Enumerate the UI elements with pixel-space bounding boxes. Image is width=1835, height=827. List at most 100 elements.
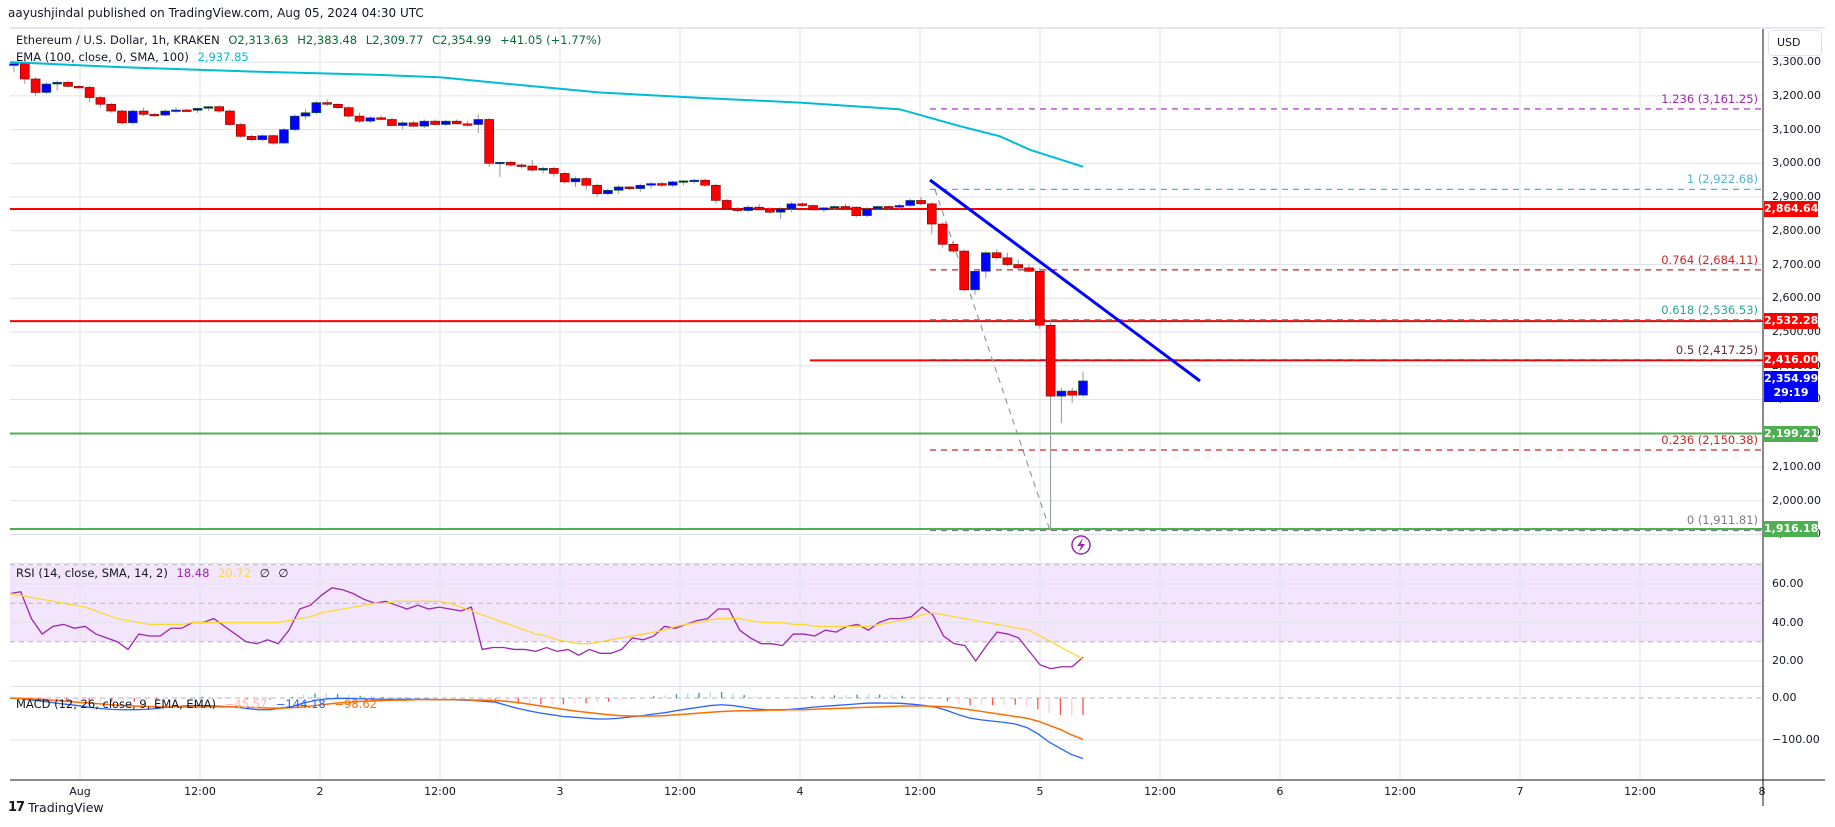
time-axis-tick: 6 bbox=[1276, 785, 1284, 798]
price-axis-tick: 2,600.00 bbox=[1772, 291, 1821, 305]
candle-bull bbox=[473, 119, 484, 125]
candle-bear bbox=[581, 178, 592, 186]
ohlc-low: L2,309.77 bbox=[365, 33, 424, 47]
time-axis-tick: 3 bbox=[556, 785, 564, 798]
macd-legend[interactable]: MACD (12, 26, close, 9, EMA, EMA) −45.57… bbox=[16, 697, 382, 711]
chart-frame[interactable] bbox=[10, 27, 1825, 806]
ema-legend[interactable]: EMA (100, close, 0, SMA, 100) 2,937.85 bbox=[16, 50, 254, 64]
candle-bull bbox=[819, 207, 829, 211]
time-axis-tick: 12:00 bbox=[1144, 785, 1176, 798]
ohlc-open: O2,313.63 bbox=[228, 33, 289, 47]
tradingview-branding[interactable]: 17 TradingView bbox=[8, 800, 104, 815]
lightning-event-icon[interactable] bbox=[1071, 535, 1091, 555]
candle-bull bbox=[127, 110, 138, 124]
candle-bear bbox=[916, 200, 926, 205]
candle-bull bbox=[279, 129, 289, 144]
symbol-name[interactable]: Ethereum / U.S. Dollar, 1h, KRAKEN bbox=[16, 33, 220, 47]
time-axis-tick: 12:00 bbox=[904, 785, 936, 798]
candle-bear bbox=[700, 179, 710, 186]
macd-signal-line[interactable] bbox=[9, 697, 1084, 741]
price-axis-tick: 3,100.00 bbox=[1772, 122, 1821, 136]
rsi-label: RSI (14, close, SMA, 14, 2) bbox=[16, 566, 168, 580]
fib-level-label: 0 (1,911.81) bbox=[1686, 513, 1758, 528]
candle-bear bbox=[149, 114, 160, 117]
macd-axis-tick: 0.00 bbox=[1772, 691, 1797, 704]
fib-level-label: 0.236 (2,150.38) bbox=[1661, 432, 1758, 447]
pane-separator bbox=[10, 686, 1763, 687]
candle-bull bbox=[257, 135, 268, 141]
rsi-value: 18.48 bbox=[176, 566, 210, 580]
candle-bear bbox=[1024, 267, 1034, 272]
candle-bear bbox=[1013, 264, 1024, 269]
fib-level-label: 0.764 (2,684.11) bbox=[1661, 252, 1758, 267]
rsi-axis-tick: 60.00 bbox=[1772, 577, 1804, 590]
price-axis-tick: 2,700.00 bbox=[1772, 257, 1821, 271]
candle-bull bbox=[786, 203, 797, 210]
fib-level-label: 1 (2,922.68) bbox=[1686, 172, 1758, 187]
price-level-tag: 2,199.21 bbox=[1764, 425, 1819, 442]
rsi-extra-2: ∅ bbox=[278, 566, 289, 580]
tradingview-name: TradingView bbox=[28, 800, 104, 815]
candle-bear bbox=[214, 106, 224, 112]
candle-bull bbox=[689, 179, 700, 182]
candle-bull bbox=[570, 178, 581, 183]
candle-bull bbox=[775, 208, 786, 213]
ema-label: EMA (100, close, 0, SMA, 100) bbox=[16, 50, 189, 64]
time-axis-tick: 7 bbox=[1516, 785, 1524, 798]
candle-bear bbox=[1002, 257, 1013, 265]
candle-bear bbox=[322, 102, 332, 105]
candle-bear bbox=[30, 78, 41, 93]
candle-bull bbox=[873, 206, 883, 210]
time-axis-tick: 5 bbox=[1036, 785, 1044, 798]
candle-bull bbox=[678, 180, 689, 183]
rsi-line[interactable] bbox=[9, 587, 1084, 670]
bar-countdown: 29:19 bbox=[1773, 385, 1809, 399]
ema-100-line[interactable] bbox=[9, 61, 1084, 168]
rsi-axis-tick: 40.00 bbox=[1772, 615, 1804, 629]
candle-bear bbox=[527, 165, 538, 171]
candle-bear bbox=[948, 243, 959, 252]
candle-bear bbox=[711, 184, 721, 201]
time-axis-tick: 12:00 bbox=[184, 785, 216, 798]
candle-bear bbox=[19, 63, 30, 80]
rsi-sma-value: 20.72 bbox=[218, 566, 252, 580]
rsi-sma-line[interactable] bbox=[9, 592, 1084, 660]
bearish-trendline[interactable] bbox=[929, 178, 1201, 383]
candle-bear bbox=[117, 110, 127, 124]
candle-bull bbox=[300, 112, 311, 117]
fib-level-label: 1.236 (3,161.25) bbox=[1661, 91, 1758, 106]
candle-bear bbox=[484, 119, 494, 164]
candle-bear bbox=[883, 206, 894, 209]
price-level-tag: 2,532.28 bbox=[1764, 313, 1819, 330]
current-price-tag: 2,354.99 29:19 bbox=[1764, 370, 1818, 402]
candle-bull bbox=[635, 184, 646, 189]
candle-bull bbox=[603, 190, 613, 194]
candle-bear bbox=[808, 205, 818, 211]
time-axis-tick: 12:00 bbox=[1384, 785, 1416, 798]
candle-bull bbox=[171, 109, 181, 112]
candle-bear bbox=[268, 135, 278, 144]
candle-bear bbox=[721, 200, 732, 210]
candle-bear bbox=[657, 183, 667, 186]
candle-bear bbox=[624, 186, 635, 189]
candle-bear bbox=[84, 87, 95, 98]
candle-bear bbox=[1035, 270, 1045, 326]
fib-level-label: 0.618 (2,536.53) bbox=[1661, 302, 1758, 317]
price-level-tag: 2,864.64 bbox=[1764, 200, 1819, 217]
price-axis-tick: 2,100.00 bbox=[1772, 459, 1821, 473]
tradingview-logo-icon: 17 bbox=[8, 800, 25, 815]
price-axis-tick: 2,000.00 bbox=[1772, 493, 1821, 507]
candle-bull bbox=[1078, 380, 1088, 396]
candle-bull bbox=[862, 208, 872, 216]
candle-bear bbox=[138, 110, 149, 115]
candle-bear bbox=[246, 136, 257, 141]
publisher-line: aayushjindal published on TradingView.co… bbox=[8, 6, 424, 20]
currency-button[interactable]: USD bbox=[1768, 30, 1822, 56]
candle-bull bbox=[1056, 390, 1067, 397]
candle-bull bbox=[41, 83, 52, 93]
rsi-legend[interactable]: RSI (14, close, SMA, 14, 2) 18.48 20.72 … bbox=[16, 566, 293, 580]
candle-bear bbox=[181, 109, 192, 112]
rsi-extra-1: ∅ bbox=[259, 566, 270, 580]
macd-line[interactable] bbox=[9, 697, 1084, 760]
